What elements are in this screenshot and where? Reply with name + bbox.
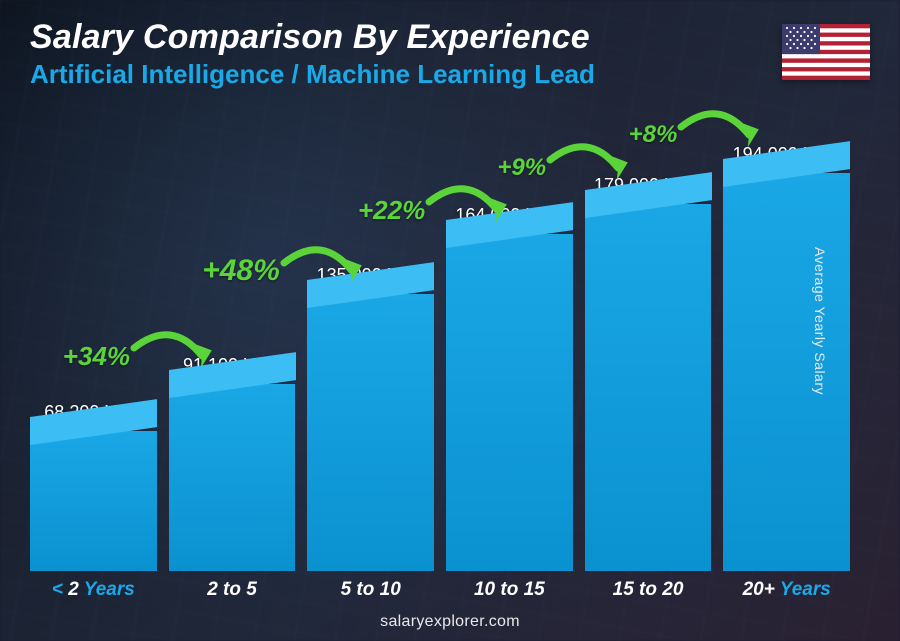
curved-arrow-icon	[548, 138, 638, 198]
growth-arrow: +34%	[63, 326, 222, 386]
bar-col: 179,000 USD	[585, 175, 712, 571]
x-main: 2 to 5	[207, 579, 257, 600]
growth-arrow: +48%	[202, 241, 372, 301]
growth-pct-label: +34%	[63, 341, 130, 372]
chart-container: Salary Comparison By Experience Artifici…	[0, 0, 900, 641]
growth-arrow: +22%	[358, 180, 517, 240]
bar	[723, 173, 850, 571]
y-axis-label: Average Yearly Salary	[812, 247, 828, 395]
growth-arrow: +8%	[629, 105, 770, 165]
chart-area: 68,200 USD91,100 USD135,000 USD164,000 U…	[30, 100, 850, 571]
x-axis-label: 15 to 20	[585, 579, 712, 601]
x-axis-label: 2 to 5	[169, 579, 296, 601]
page-title: Salary Comparison By Experience	[30, 18, 870, 57]
x-axis-labels: < 2 Years 2 to 5 5 to 10 10 to 15 15 to 20 20…	[30, 579, 850, 601]
x-axis-label: 20+ Years	[723, 579, 850, 601]
header: Salary Comparison By Experience Artifici…	[30, 18, 870, 90]
x-main: 15 to 20	[613, 579, 684, 600]
bar-col: 194,000 USD	[723, 144, 850, 571]
page-subtitle: Artificial Intelligence / Machine Learni…	[30, 59, 870, 90]
bar	[307, 294, 434, 571]
growth-arrow: +9%	[497, 138, 638, 198]
bar	[30, 431, 157, 571]
x-suffix: Years	[79, 579, 135, 600]
growth-pct-label: +8%	[629, 121, 678, 149]
growth-pct-label: +22%	[358, 195, 425, 226]
bar	[446, 234, 573, 571]
x-axis-label: < 2 Years	[30, 579, 157, 601]
x-prefix: <	[52, 579, 68, 600]
bar	[169, 384, 296, 571]
x-main: 5 to 10	[341, 579, 401, 600]
bar-col: 91,100 USD	[169, 355, 296, 571]
us-flag-icon	[782, 24, 870, 80]
curved-arrow-icon	[282, 241, 372, 301]
bar-col: 135,000 USD	[307, 265, 434, 571]
curved-arrow-icon	[679, 105, 769, 165]
x-main: 10 to 15	[474, 579, 545, 600]
curved-arrow-icon	[132, 326, 222, 386]
x-main: 20+	[743, 579, 775, 600]
x-axis-label: 5 to 10	[307, 579, 434, 601]
attribution: salaryexplorer.com	[0, 613, 900, 631]
growth-pct-label: +48%	[202, 254, 280, 288]
bar	[585, 204, 712, 571]
x-axis-label: 10 to 15	[446, 579, 573, 601]
bar-col: 164,000 USD	[446, 205, 573, 571]
growth-pct-label: +9%	[497, 154, 546, 182]
x-main: 2	[68, 579, 79, 600]
bar-col: 68,200 USD	[30, 402, 157, 571]
x-suffix: Years	[775, 579, 831, 600]
